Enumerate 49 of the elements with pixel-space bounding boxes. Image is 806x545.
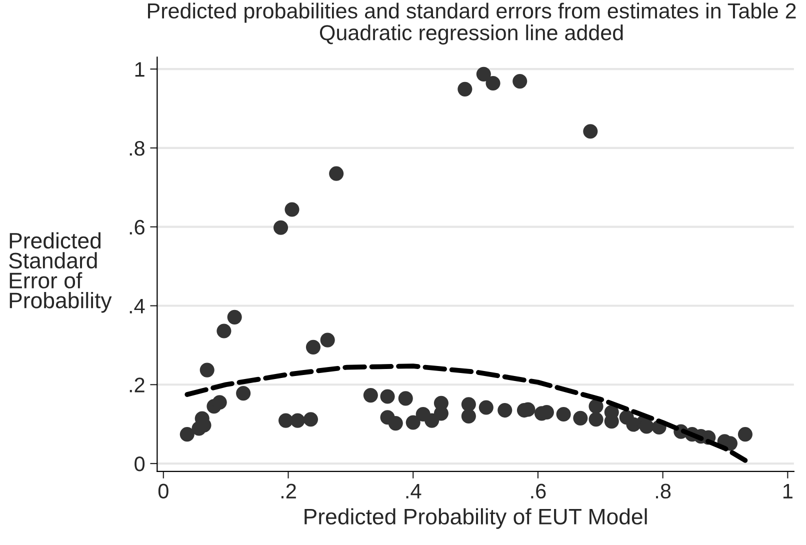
point xyxy=(180,427,194,442)
chart-title: Predicted probabilities and standard errors from estimates in Table 2 xyxy=(148,2,796,23)
point xyxy=(200,362,214,378)
point xyxy=(212,395,227,410)
point xyxy=(380,389,395,404)
point xyxy=(434,406,448,421)
x-axis-title: Predicted Probability of EUT Model xyxy=(304,508,647,529)
point xyxy=(556,406,571,422)
point xyxy=(329,166,344,181)
x-tick-label: 1 xyxy=(783,484,792,498)
point xyxy=(498,402,512,418)
y-tick-label: .8 xyxy=(130,140,144,156)
point xyxy=(512,74,528,89)
point xyxy=(458,82,472,96)
point xyxy=(290,413,305,428)
point xyxy=(461,408,476,424)
y-tick-label: 1 xyxy=(135,62,144,77)
point xyxy=(388,416,403,431)
point xyxy=(363,388,378,403)
point xyxy=(478,400,494,415)
point xyxy=(320,332,335,348)
point xyxy=(573,410,588,426)
point xyxy=(486,76,500,91)
chart-subtitle: Quadratic regression line added xyxy=(320,24,623,45)
point xyxy=(588,412,604,427)
point xyxy=(583,124,598,139)
x-tick-label: .2 xyxy=(281,484,296,498)
point xyxy=(303,412,318,427)
x-tick-label: 0 xyxy=(158,484,168,499)
x-tick-label: .8 xyxy=(656,484,671,499)
point xyxy=(406,415,420,430)
point xyxy=(284,202,300,217)
line-series xyxy=(184,364,748,463)
y-axis-title: Predicted Standard Error of Probability xyxy=(9,232,112,313)
y-tick-label: .2 xyxy=(130,378,144,392)
point xyxy=(236,386,251,401)
point xyxy=(216,324,232,338)
x-tick-label: .4 xyxy=(406,484,422,498)
y-tick-label: .6 xyxy=(130,220,144,235)
point xyxy=(273,220,288,235)
point xyxy=(476,66,491,82)
point xyxy=(227,310,242,324)
x-tick-label: .6 xyxy=(531,484,546,499)
point xyxy=(639,419,654,434)
y-tick-label: .4 xyxy=(130,298,145,314)
y-tick-label: 0 xyxy=(134,456,145,472)
point xyxy=(738,427,752,442)
point xyxy=(398,391,413,406)
point xyxy=(306,340,321,354)
